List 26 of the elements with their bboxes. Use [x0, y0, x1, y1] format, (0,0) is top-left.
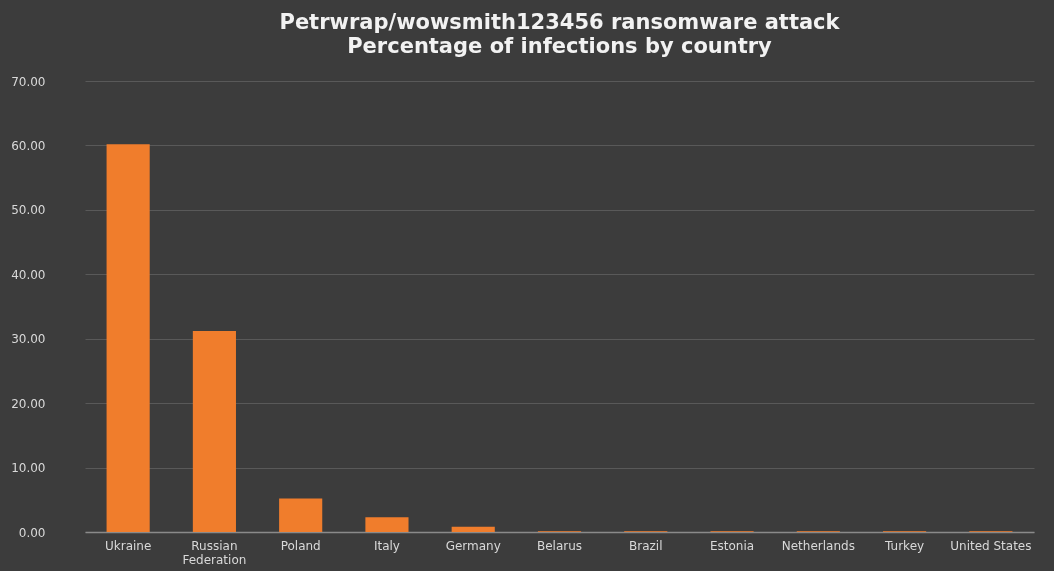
chart-title: Petrwrap/wowsmith123456 ransomware attack	[279, 10, 841, 34]
bar	[106, 144, 150, 532]
y-tick-label: 10.00	[11, 461, 46, 476]
x-tick-label: Ukraine	[104, 538, 152, 553]
x-tick-label: Turkey	[884, 538, 925, 553]
y-tick-label: 50.00	[11, 203, 46, 218]
x-tick-label: Germany	[445, 538, 501, 553]
bar	[192, 330, 236, 532]
x-tick-label: United States	[950, 538, 1032, 553]
y-tick-label: 30.00	[11, 332, 46, 347]
y-tick-label: 70.00	[11, 74, 46, 89]
y-tick-label: 0.00	[18, 525, 46, 540]
x-tick-label: Estonia	[709, 538, 755, 553]
bar	[451, 526, 495, 532]
x-tick-label: Italy	[373, 538, 400, 553]
y-tick-label: 20.00	[11, 396, 46, 411]
x-tick-label: Belarus	[536, 538, 583, 553]
x-tick-label: Russian Federation	[182, 538, 247, 567]
bar	[365, 517, 409, 532]
y-tick-label: 60.00	[11, 138, 46, 153]
x-tick-label: Poland	[280, 538, 321, 553]
bar	[279, 498, 323, 532]
x-tick-label: Brazil	[629, 538, 663, 553]
x-tick-label: Netherlands	[781, 538, 855, 553]
y-tick-label: 40.00	[11, 267, 46, 282]
chart-subtitle: Percentage of infections by country	[347, 34, 773, 58]
